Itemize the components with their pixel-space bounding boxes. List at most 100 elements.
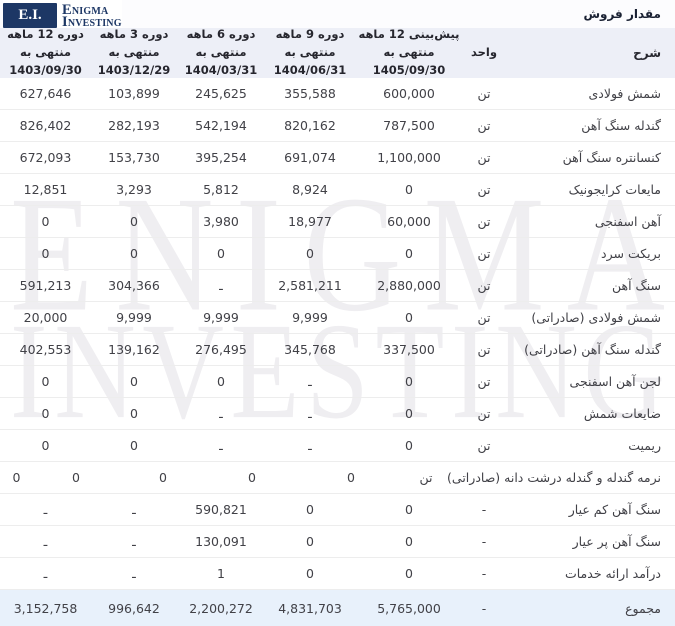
cell-value: 9,999 — [116, 310, 152, 325]
table-total-row: مجموع - 5,765,000 4,831,703 2,200,272 996,642… — [0, 590, 675, 626]
top-bar: E.I. Enigma Investing مقدار فروش — [0, 0, 675, 30]
cell-description: مجموع — [625, 600, 661, 616]
table-row: سنگ آهن پر عیار - 0 0 130,091 ـ ـ — [0, 526, 675, 558]
cell-value: 0 — [248, 470, 256, 485]
table-row: آهن اسفنجی تن 60,000 18,977 3,980 0 0 — [0, 206, 675, 238]
cell-value: 5,812 — [203, 182, 239, 197]
cell-value: 103,899 — [108, 86, 160, 101]
table-row: گندله سنگ آهن تن 787,500 820,162 542,194 282,… — [0, 110, 675, 142]
cell-description: سنگ آهن — [612, 278, 661, 293]
cell-description: گندله سنگ آهن — [581, 118, 661, 133]
column-header-label: دوره 3 ماهه منتهی به — [99, 27, 169, 60]
column-header-date: 1404/06/31 — [273, 62, 347, 77]
cell-value: 0 — [306, 534, 314, 549]
cell-value: 245,625 — [195, 86, 247, 101]
cell-value: 0 — [41, 214, 50, 229]
cell-description: آهن اسفنجی — [594, 214, 661, 229]
cell-value: 0 — [405, 566, 413, 581]
cell-unit: تن — [477, 150, 491, 165]
column-header-unit: واحد — [463, 44, 505, 62]
brand-initials-badge: E.I. — [3, 3, 57, 28]
cell-description: شمش فولادی — [588, 86, 661, 101]
cell-description: شمش فولادی (صادراتی) — [531, 310, 661, 325]
cell-value: 0 — [41, 374, 50, 389]
cell-value: 0 — [306, 566, 314, 581]
cell-unit: تن — [477, 182, 491, 197]
cell-value: 0 — [217, 246, 225, 261]
cell-value: ـ — [308, 374, 312, 389]
cell-unit: تن — [477, 118, 491, 133]
cell-value: 591,213 — [19, 278, 72, 293]
cell-value: 996,642 — [108, 600, 160, 616]
column-header-label: واحد — [470, 45, 498, 60]
cell-value: 0 — [405, 406, 413, 421]
cell-value: 1 — [217, 566, 225, 581]
table-row: درآمد ارائه خدمات - 0 0 1 ـ ـ — [0, 558, 675, 590]
cell-description: سنگ آهن پر عیار — [572, 534, 661, 549]
brand-wordmark: Enigma Investing — [62, 1, 122, 30]
cell-unit: - — [481, 502, 487, 517]
cell-value: 4,831,703 — [278, 600, 342, 616]
column-header-label: شرح — [633, 45, 661, 60]
cell-value: 60,000 — [387, 214, 431, 229]
cell-value: 0 — [41, 406, 50, 421]
cell-unit: تن — [477, 246, 491, 261]
brand-logo: E.I. Enigma Investing — [3, 0, 122, 30]
column-header-label: پیش‌بینی 12 ماهه منتهی به — [358, 27, 460, 60]
cell-value: 0 — [130, 406, 138, 421]
table-body: شمش فولادی تن 600,000 355,588 245,625 103,899… — [0, 78, 675, 626]
cell-description: درآمد ارائه خدمات — [564, 566, 661, 581]
cell-description: ریمیت — [628, 438, 661, 453]
cell-description: گندله سنگ آهن (صادراتی) — [524, 342, 661, 357]
cell-value: 600,000 — [383, 86, 435, 101]
table-row: مایعات کرایجونیک تن 0 8,924 5,812 3,293 12,851 — [0, 174, 675, 206]
cell-unit: - — [481, 534, 487, 549]
cell-unit: تن — [477, 214, 491, 229]
cell-value: ـ — [219, 438, 223, 453]
cell-value: 590,821 — [195, 502, 247, 517]
cell-value: 3,152,758 — [13, 600, 78, 616]
page-title: مقدار فروش — [583, 7, 661, 21]
column-header-c5: دوره 12 ماهه منتهی به 1403/09/30 — [0, 26, 91, 79]
cell-value: 3,980 — [203, 214, 239, 229]
cell-value: 12,851 — [23, 182, 68, 197]
cell-description: کنسانتره سنگ آهن — [562, 150, 661, 165]
cell-value: 8,924 — [292, 182, 328, 197]
cell-value: 0 — [405, 534, 413, 549]
cell-value: 542,194 — [195, 118, 247, 133]
cell-value: 0 — [130, 214, 138, 229]
cell-value: ـ — [132, 566, 136, 581]
cell-value: ـ — [43, 566, 48, 581]
column-header-date: 1403/09/30 — [9, 62, 82, 77]
cell-value: 3,293 — [116, 182, 152, 197]
cell-value: 402,553 — [19, 342, 72, 357]
cell-value: 1,100,000 — [377, 150, 441, 165]
cell-value: 0 — [72, 470, 80, 485]
cell-description: ضایعات شمش — [583, 406, 661, 421]
cell-value: ـ — [308, 438, 312, 453]
cell-value: 153,730 — [108, 150, 160, 165]
cell-value: 0 — [130, 246, 138, 261]
cell-value: ـ — [308, 406, 312, 421]
cell-value: 0 — [405, 246, 413, 261]
cell-value: 0 — [347, 470, 355, 485]
cell-value: 9,999 — [203, 310, 239, 325]
cell-value: 0 — [217, 374, 225, 389]
cell-value: 130,091 — [195, 534, 247, 549]
cell-value: 276,495 — [195, 342, 247, 357]
cell-value: 345,768 — [284, 342, 336, 357]
column-header-label: دوره 9 ماهه منتهی به — [275, 27, 345, 60]
cell-value: 0 — [405, 310, 413, 325]
cell-value: 0 — [41, 438, 50, 453]
cell-value: 820,162 — [284, 118, 336, 133]
table-row: ضایعات شمش تن 0 ـ ـ 0 0 — [0, 398, 675, 430]
cell-value: 2,200,272 — [189, 600, 253, 616]
table-row: سنگ آهن کم عیار - 0 0 590,821 ـ ـ — [0, 494, 675, 526]
cell-unit: تن — [477, 86, 491, 101]
brand-wordmark-line2: Investing — [62, 13, 122, 30]
brand-wordmark-line1: Enigma — [62, 1, 109, 18]
cell-value: 787,500 — [383, 118, 435, 133]
sales-table: شرح واحد پیش‌بینی 12 ماهه منتهی به 1405/09/… — [0, 26, 675, 626]
cell-unit: تن — [419, 470, 433, 485]
cell-description: بریکت سرد — [601, 246, 661, 261]
